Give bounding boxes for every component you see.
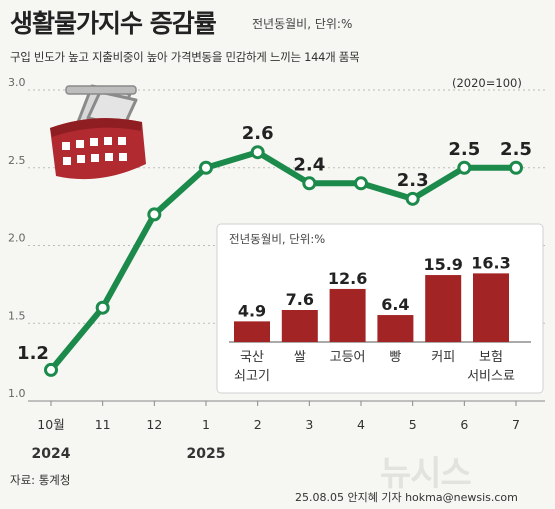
bar-value-label: 4.9	[238, 301, 266, 320]
x-tick-label: 12	[146, 417, 162, 432]
year-label: 2025	[187, 446, 226, 462]
bar	[473, 273, 509, 342]
line-value-labels: 2.6 2.4 2.3 2.5 2.5 1.2	[17, 123, 532, 364]
bar	[425, 275, 462, 342]
x-tick-label: 5	[409, 417, 417, 432]
bar-category-label: 고등어	[330, 350, 366, 365]
series-line	[48, 149, 519, 373]
bar	[329, 288, 366, 342]
watermark-logo: 뉴시스	[380, 454, 472, 494]
bar-value-label: 7.6	[286, 290, 314, 309]
bar	[281, 310, 318, 342]
bar	[234, 321, 270, 342]
data-label: 2.5	[448, 139, 480, 160]
bar	[377, 315, 414, 342]
base-year-note: (2020=100)	[452, 76, 522, 90]
y-tick-label: 1.5	[8, 309, 26, 322]
bar-value-label: 6.4	[381, 295, 409, 314]
bar-value-label: 16.3	[471, 253, 510, 272]
x-tick-label: 7	[512, 417, 520, 432]
x-tick-label: 4	[357, 417, 365, 432]
bar-category-label: 빵	[389, 350, 401, 365]
data-point	[405, 191, 420, 206]
data-point	[199, 160, 213, 175]
data-point	[44, 362, 58, 377]
data-point	[457, 160, 472, 175]
bar-category-label: 쇠고기	[234, 369, 270, 384]
data-point	[509, 160, 523, 175]
y-tick-label: 1.0	[8, 387, 26, 400]
y-tick-label: 2.0	[8, 232, 26, 245]
bar-category-label: 보험	[479, 350, 503, 365]
bar-category-label: 서비스료	[467, 369, 515, 384]
bar-category-label: 커피	[431, 350, 455, 365]
data-label: 2.5	[500, 139, 532, 160]
line-series	[44, 145, 523, 377]
bar-category-label: 국산	[240, 350, 264, 365]
y-tick-label: 2.5	[8, 154, 26, 167]
x-tick-label: 11	[95, 417, 111, 432]
year-label: 2024	[32, 446, 71, 462]
bar-category-label: 쌀	[294, 350, 306, 365]
source-note: 자료: 통계청	[10, 473, 71, 487]
x-tick-label: 3	[305, 417, 313, 432]
bar-value-label: 15.9	[423, 255, 462, 274]
bar-value-label: 12.6	[328, 269, 367, 288]
y-axis: 1.0 1.5 2.0 2.5 3.0	[8, 76, 26, 400]
x-tick-label: 1	[202, 417, 210, 432]
unit-note: 전년동월비, 단위:%	[252, 17, 353, 31]
page-title: 생활물가지수 증감률	[10, 9, 217, 38]
x-tick-label: 10월	[37, 417, 64, 432]
x-tick-label: 2	[254, 417, 262, 432]
inset-title: 전년동월비, 단위:%	[229, 232, 325, 246]
data-point	[302, 176, 317, 191]
data-point	[250, 145, 265, 160]
data-point	[147, 207, 162, 222]
data-point	[95, 300, 110, 315]
credit-line: 25.08.05 안지혜 기자 hokma@newsis.com	[295, 491, 518, 504]
data-label: 2.3	[397, 170, 429, 191]
shopping-basket-icon	[50, 84, 146, 180]
data-label: 2.6	[242, 123, 274, 144]
data-label: 1.2	[17, 343, 49, 364]
description: 구입 빈도가 높고 지출비중이 높아 가격변동을 민감하게 느끼는 144개 품…	[10, 50, 360, 64]
x-tick-label: 6	[460, 417, 468, 432]
data-label: 2.4	[293, 154, 325, 175]
data-point	[354, 176, 368, 191]
y-tick-label: 3.0	[8, 76, 26, 89]
